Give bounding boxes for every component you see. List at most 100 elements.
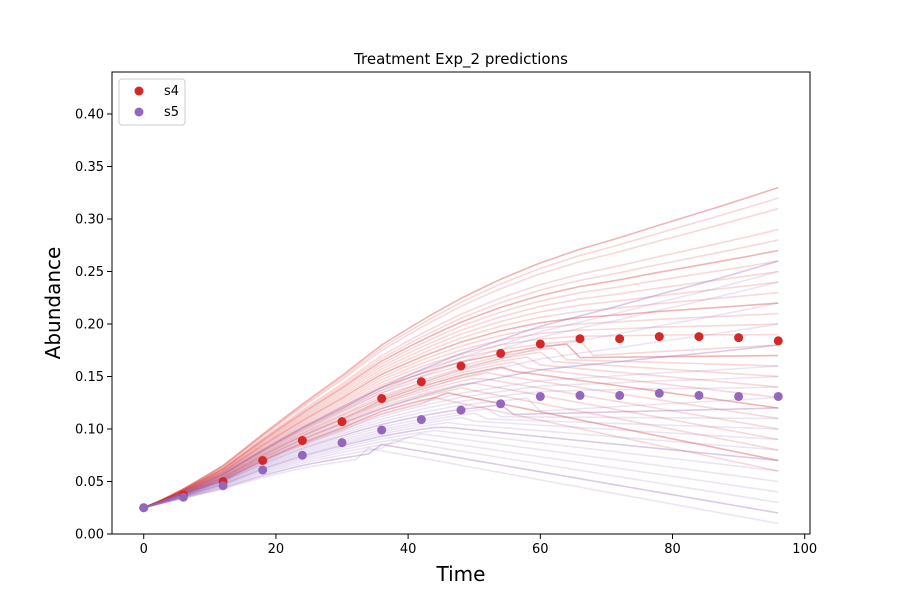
prediction-curve-s4-25 <box>143 392 779 509</box>
point-s5-0 <box>139 503 149 513</box>
prediction-curve-s4-7 <box>143 270 779 509</box>
point-s4-10 <box>535 339 545 349</box>
point-s5-9 <box>496 399 506 409</box>
prediction-curve-s5-12 <box>143 412 779 509</box>
prediction-curve-s5-1 <box>143 270 779 509</box>
point-s4-8 <box>456 361 466 371</box>
point-s5-2 <box>218 481 228 491</box>
prediction-curve-s4-0 <box>143 186 779 509</box>
prediction-curve-s5-5 <box>143 344 779 509</box>
x-tick-label-2: 40 <box>400 542 417 557</box>
prediction-curve-s4-19 <box>143 361 779 509</box>
prediction-curve-s5-13 <box>143 416 779 509</box>
legend-label-s4: s4 <box>164 84 179 99</box>
prediction-curve-s4-1 <box>143 197 779 509</box>
prediction-curve-s5-16 <box>143 429 779 509</box>
x-tick-label-4: 80 <box>664 542 681 557</box>
prediction-curve-s4-6 <box>143 260 779 509</box>
point-s5-6 <box>377 425 387 435</box>
prediction-curve-s5-14 <box>143 421 779 509</box>
x-axis-label: Time <box>436 562 486 586</box>
plot-frame <box>111 71 811 535</box>
prediction-curve-s4-14 <box>143 339 779 509</box>
prediction-curve-s4-20 <box>143 366 779 509</box>
point-s4-16 <box>773 336 783 346</box>
x-tick-label-0: 0 <box>140 542 148 557</box>
point-s4-15 <box>734 333 744 343</box>
y-tick-label-8: 0.40 <box>75 108 104 123</box>
x-tick-label-3: 60 <box>532 542 549 557</box>
point-s5-3 <box>258 465 268 475</box>
legend-marker-s5 <box>134 107 144 117</box>
legend-label-s5: s5 <box>164 105 179 120</box>
prediction-bands <box>143 186 779 525</box>
prediction-curve-s4-10 <box>143 302 779 509</box>
point-s5-7 <box>416 415 426 425</box>
prediction-curve-s4-2 <box>143 207 779 509</box>
legend-marker-s4 <box>134 86 144 96</box>
x-tick-label-1: 20 <box>268 542 285 557</box>
prediction-curve-s5-4 <box>143 323 779 509</box>
y-tick-label-6: 0.30 <box>75 213 104 228</box>
prediction-curve-s4-24 <box>143 387 779 509</box>
point-s4-9 <box>496 348 506 358</box>
point-s5-10 <box>535 391 545 401</box>
prediction-curve-s4-11 <box>143 312 779 509</box>
point-s5-15 <box>734 391 744 401</box>
prediction-curve-s5-6 <box>143 365 779 509</box>
prediction-curve-s4-5 <box>143 249 779 509</box>
point-s4-5 <box>337 417 347 427</box>
chart-title: Treatment Exp_2 predictions <box>353 50 568 69</box>
point-s4-14 <box>694 332 704 342</box>
legend: s4 s5 <box>118 78 186 126</box>
point-s4-12 <box>615 334 625 344</box>
prediction-curve-s4-3 <box>143 228 779 509</box>
point-s4-3 <box>258 456 268 465</box>
prediction-curve-s5-17 <box>143 432 779 509</box>
prediction-curve-s4-9 <box>143 291 779 509</box>
prediction-curve-s4-12 <box>143 323 779 509</box>
prediction-curve-s5-8 <box>143 386 779 509</box>
y-tick-label-3: 0.15 <box>75 370 104 385</box>
point-s4-11 <box>575 334 585 344</box>
point-s4-6 <box>377 394 387 404</box>
y-axis-ticks: 0.00 0.05 0.10 0.15 0.20 0.25 0.30 0.35 0.40 <box>75 108 112 543</box>
point-s5-16 <box>773 391 783 401</box>
point-s5-8 <box>456 405 466 415</box>
point-s4-13 <box>654 332 664 342</box>
point-s5-1 <box>178 492 188 502</box>
prediction-curve-s5-7 <box>143 375 779 509</box>
point-s4-4 <box>297 436 307 446</box>
y-tick-label-5: 0.25 <box>75 265 104 280</box>
y-tick-label-4: 0.20 <box>75 318 104 333</box>
prediction-curve-s4-26 <box>143 396 779 509</box>
point-s5-4 <box>297 450 307 460</box>
prediction-curve-s5-21 <box>143 447 779 525</box>
point-s5-5 <box>337 438 347 448</box>
prediction-curve-s5-0 <box>143 260 779 509</box>
prediction-curve-s4-13 <box>143 333 779 509</box>
x-axis-ticks: 0 20 40 60 80 100 <box>140 534 817 557</box>
prediction-curve-s4-21 <box>143 372 779 509</box>
data-points <box>139 332 783 513</box>
prediction-curve-s5-18 <box>143 436 779 509</box>
point-s4-7 <box>416 377 426 387</box>
prediction-curve-s4-23 <box>143 382 779 509</box>
y-tick-label-1: 0.05 <box>75 475 104 490</box>
x-tick-label-5: 100 <box>792 542 817 557</box>
y-axis-label: Abundance <box>41 247 65 360</box>
point-s5-12 <box>615 390 625 400</box>
point-s5-11 <box>575 390 585 400</box>
prediction-curve-s5-9 <box>143 396 779 509</box>
prediction-curve-s5-15 <box>143 426 779 509</box>
point-s5-13 <box>654 388 664 398</box>
point-s5-14 <box>694 390 704 400</box>
prediction-curve-s4-8 <box>143 281 779 509</box>
prediction-curve-s4-22 <box>143 377 779 509</box>
prediction-curve-s5-19 <box>143 439 779 509</box>
prediction-curve-s4-4 <box>143 239 779 509</box>
y-tick-label-0: 0.00 <box>75 528 104 543</box>
prediction-curve-s5-20 <box>143 443 779 514</box>
y-tick-label-2: 0.10 <box>75 423 104 438</box>
